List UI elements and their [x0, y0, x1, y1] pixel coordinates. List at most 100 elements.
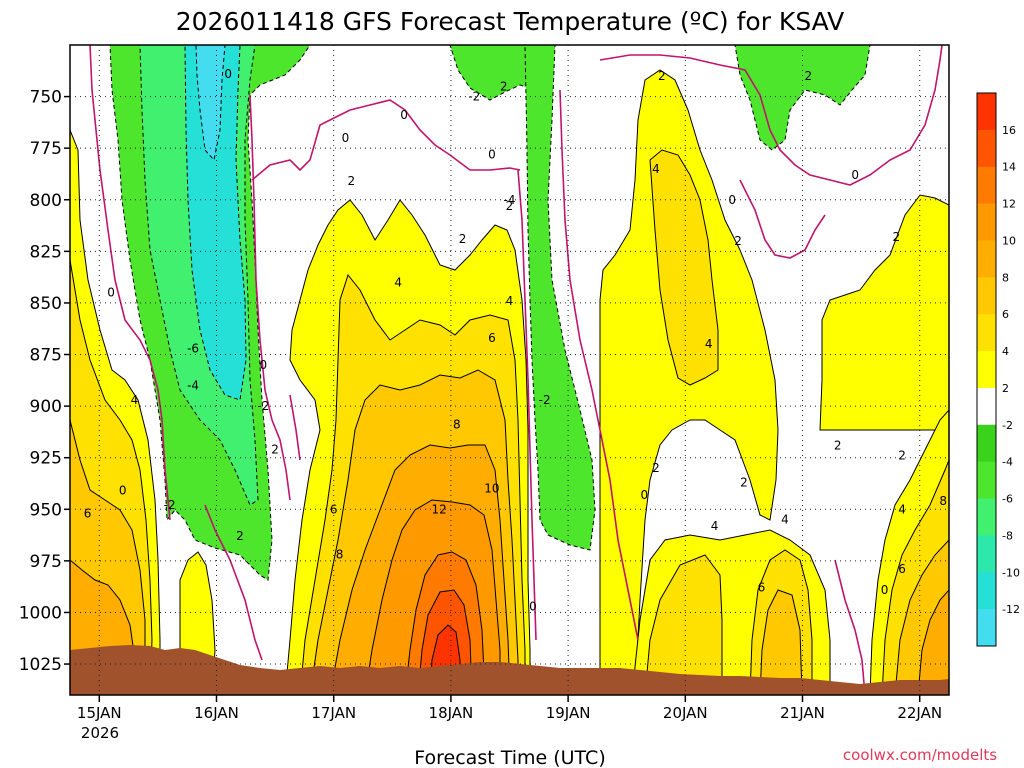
contour-label: 4 [711, 519, 719, 533]
contour-label: -2 [164, 498, 176, 512]
cold-region-19jan-column [524, 45, 596, 551]
contour-label: 6 [84, 506, 92, 520]
y-tick-label: 875 [30, 346, 62, 366]
contour-label: -4 [187, 378, 199, 392]
x-tick-label: 22JAN [897, 704, 942, 722]
colorbar-label: 6 [1002, 308, 1009, 321]
colorbar-swatch [977, 166, 996, 205]
colorbar-label: 16 [1002, 124, 1016, 137]
colorbar-label: 4 [1002, 345, 1009, 358]
warm-right-far-8 [917, 589, 949, 695]
gridlines [70, 45, 949, 695]
contour-label: 0 [488, 147, 496, 161]
colorbar-swatch [977, 351, 996, 389]
contour-label: 2 [658, 69, 666, 83]
zero-line-3 [251, 99, 521, 181]
zero-line-4 [517, 169, 537, 641]
contour-label: 2 [734, 234, 742, 248]
contour-label: 2 [236, 529, 244, 543]
contour-label: 2 [506, 199, 514, 213]
zero-line-10 [289, 394, 301, 461]
plot-area: 0-2-400-6-40-2240-22600222244681012680-2… [70, 45, 949, 695]
x-tick-label: 19JAN [546, 704, 591, 722]
warm-region-right [599, 69, 949, 695]
contour-label: 2 [459, 232, 467, 246]
warm-right-4 [649, 149, 719, 386]
colorbar-label: -10 [1002, 566, 1020, 579]
zero-line-9 [204, 504, 263, 661]
x-tick-label: 16JAN [194, 704, 239, 722]
warm-right-lower-4 [644, 554, 723, 695]
colorbar-swatch [977, 498, 996, 536]
contour-label: 4 [705, 337, 713, 351]
contour-label: -6 [187, 341, 199, 355]
colorbar-swatch [977, 387, 996, 426]
contour-labels: 0-2-400-6-40-2240-22600222244681012680-2… [84, 67, 947, 613]
contour-label: 0 [400, 108, 408, 122]
ground-surface [70, 645, 949, 695]
contour-label: 0 [851, 168, 859, 182]
colorbar-swatch [977, 461, 996, 500]
credit-link[interactable]: coolwx.com/modelts [843, 746, 997, 764]
contour-label: -4 [504, 193, 516, 207]
contour-label: 4 [652, 162, 660, 176]
colorbar-frame [976, 92, 997, 647]
y-tick-label: 800 [30, 191, 62, 211]
contour-label: 6 [330, 502, 338, 516]
y-tick-label: 750 [30, 88, 62, 108]
y-tick-label: 950 [30, 500, 62, 520]
colorbar-swatch [977, 277, 996, 315]
contour-label: 6 [488, 331, 496, 345]
cold-region-cyan-deep [195, 45, 226, 162]
contour-label: -2 [468, 90, 480, 104]
contour-label: 4 [131, 393, 139, 407]
contour-label: 0 [640, 488, 648, 502]
colorbar-label: -8 [1002, 529, 1013, 542]
y-tick-label: 825 [30, 242, 62, 262]
x-tick-label: 18JAN [429, 704, 474, 722]
contour-label: 8 [939, 494, 947, 508]
contour-label: 2 [898, 449, 906, 463]
colorbar-swatch [977, 609, 996, 647]
colorbar-label: 12 [1002, 198, 1016, 211]
warm-right-upper-2 [819, 194, 949, 431]
contour-label: 8 [453, 418, 461, 432]
y-tick-label: 975 [30, 552, 62, 572]
contour-label: 4 [394, 275, 402, 289]
contour-label: 0 [342, 131, 350, 145]
contour-label: 2 [740, 475, 748, 489]
contour-label: 2 [271, 442, 279, 456]
zero-line-1 [89, 45, 171, 521]
x-tick-label: 20JAN [663, 704, 708, 722]
cold-region-cyan-core [184, 45, 247, 401]
zero-line-7 [739, 179, 826, 259]
x-axis-label: Forecast Time (UTC) [414, 747, 605, 768]
contour-label: 6 [898, 562, 906, 576]
x-tick-label: 17JAN [311, 704, 356, 722]
contour-label: -2 [257, 399, 269, 413]
contour-label: 4 [898, 502, 906, 516]
colorbar-swatch [977, 535, 996, 573]
contour-label: 4 [781, 513, 789, 527]
x-tick-label: 15JAN [77, 704, 122, 722]
colorbar-swatch [977, 93, 996, 131]
y-tick-label: 925 [30, 449, 62, 469]
contour-label: 2 [805, 69, 813, 83]
contour-label: 2 [652, 461, 660, 475]
zero-line-8 [834, 559, 866, 695]
colorbar-label: -2 [1002, 419, 1013, 432]
colorbar-label: -6 [1002, 493, 1013, 506]
contour-label: 2 [834, 438, 842, 452]
contour-label: 2 [892, 230, 900, 244]
plot-frame [69, 44, 950, 696]
colorbar-swatch [977, 314, 996, 352]
contour-label: 12 [432, 502, 447, 516]
contour-label: 6 [758, 581, 766, 595]
contour-label: 0 [107, 286, 115, 300]
contour-label: 0 [728, 193, 736, 207]
colorbar-swatch [977, 203, 996, 241]
contour-label: 0 [260, 358, 268, 372]
y-axis: 750 775 800 825 850 875 900 925 950 975 1000 1025 [19, 88, 70, 675]
contour-label: 2 [500, 79, 508, 93]
